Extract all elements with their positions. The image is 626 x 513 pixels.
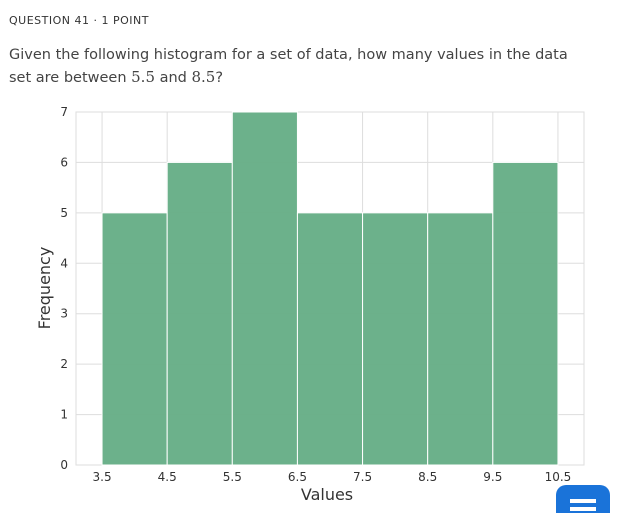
question-header: QUESTION 41 · 1 POINT: [9, 14, 149, 27]
x-tick-label: 8.5: [418, 470, 437, 484]
bar: [166, 161, 233, 466]
chat-icon: [570, 499, 596, 503]
x-tick-label: 3.5: [93, 470, 112, 484]
bar: [492, 161, 559, 466]
y-tick-label: 3: [60, 307, 68, 321]
y-tick-label: 1: [60, 408, 68, 422]
math: 5.5: [131, 68, 155, 86]
bar: [231, 111, 298, 466]
chat-button[interactable]: [556, 485, 610, 513]
y-tick-label: 0: [60, 458, 68, 472]
text: and: [155, 70, 192, 86]
y-tick-label: 7: [60, 105, 68, 119]
y-tick-label: 6: [60, 155, 68, 169]
chat-icon: [570, 507, 596, 511]
math: 8.5: [191, 68, 216, 86]
x-tick-label: 5.5: [223, 470, 242, 484]
y-axis-label: Frequency: [35, 247, 54, 330]
y-tick-label: 4: [60, 256, 68, 270]
x-tick-label: 10.5: [545, 470, 572, 484]
x-tick-label: 6.5: [288, 470, 307, 484]
text: ?: [215, 70, 224, 86]
x-tick-label: 4.5: [158, 470, 177, 484]
text: Given the following histogram for a set …: [9, 47, 568, 86]
x-axis-label: Values: [301, 485, 353, 504]
bar: [427, 212, 494, 466]
bar: [101, 212, 168, 466]
y-tick-label: 5: [60, 206, 68, 220]
y-tick-label: 2: [60, 357, 68, 371]
x-tick-label: 9.5: [483, 470, 502, 484]
bar: [362, 212, 429, 466]
x-tick-label: 7.5: [353, 470, 372, 484]
bar: [296, 212, 364, 466]
question-text: Given the following histogram for a set …: [9, 44, 589, 89]
